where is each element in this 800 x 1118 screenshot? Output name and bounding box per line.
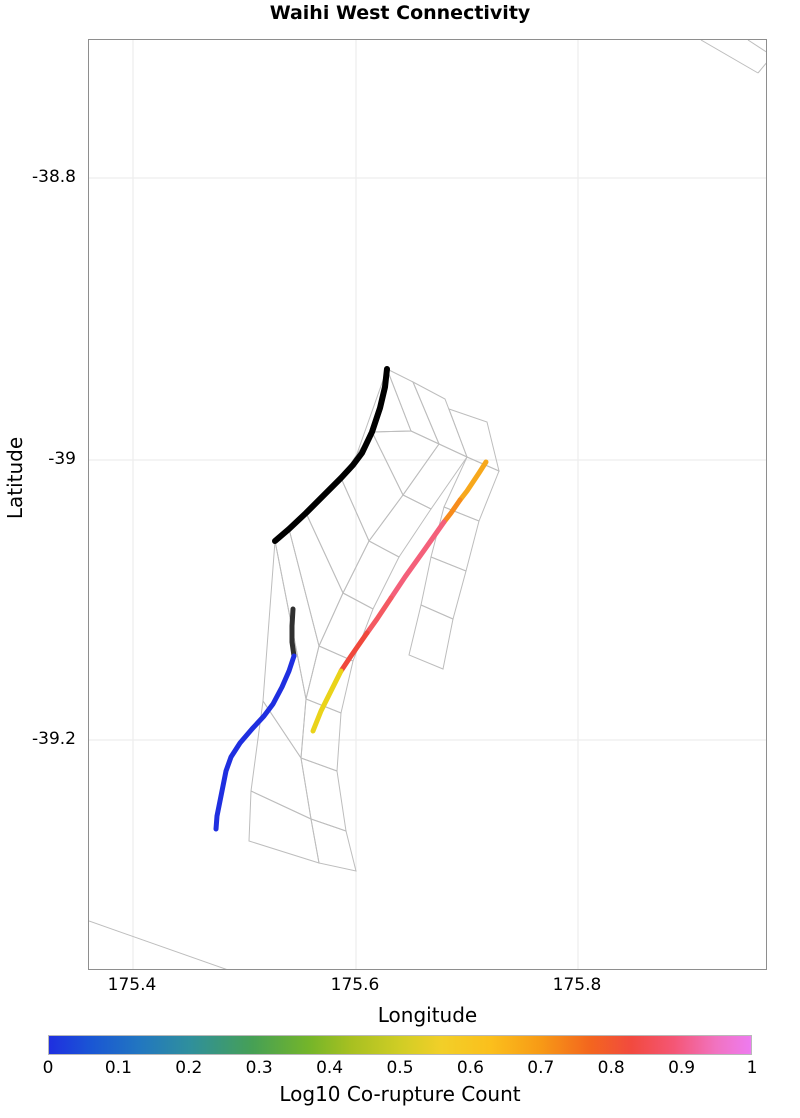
fault-section-polygon [340, 431, 404, 542]
colorbar-tick-3: 0.3 [245, 1058, 273, 1078]
colorbar-tick-0: 0 [42, 1058, 54, 1078]
colorbar-gradient [48, 1035, 752, 1055]
colorbar-tick-6: 0.6 [456, 1058, 484, 1078]
page-title: Waihi West Connectivity [269, 2, 531, 24]
colorbar-tick-5: 0.5 [386, 1058, 414, 1078]
x-tick-label-0: 175.4 [107, 975, 157, 995]
x-tick-label-2: 175.8 [552, 975, 602, 995]
colorbar-tick-10: 1 [746, 1058, 758, 1078]
background-fault-line [757, 62, 766, 74]
fault-section-polygon [274, 528, 320, 700]
corupture-trace-east-segment [388, 519, 447, 601]
fault-section-polygon [300, 757, 347, 832]
fault-section-polygon [368, 494, 432, 558]
fault-section-polygon [371, 430, 440, 496]
background-fault-lines [89, 40, 766, 969]
map-plot-svg [89, 40, 766, 969]
colorbar [48, 1035, 752, 1055]
fault-section-polygon [420, 556, 467, 620]
fault-section-polygons [248, 367, 500, 872]
corupture-trace-east-segment [338, 630, 370, 674]
corupture-trace-west-segment [213, 653, 297, 832]
background-fault-line [700, 40, 759, 74]
gridlines-group [89, 40, 766, 969]
background-fault-line [89, 920, 227, 969]
corupture-trace-east-segment [364, 595, 394, 636]
fault-section-polygon [448, 408, 500, 472]
colorbar-tick-2: 0.2 [175, 1058, 203, 1078]
fault-section-polygon [408, 604, 454, 670]
colorbar-tick-9: 0.9 [668, 1058, 696, 1078]
colorbar-tick-1: 0.1 [104, 1058, 132, 1078]
corupture-trace-west-segment [289, 606, 297, 659]
colorbar-tick-4: 0.4 [316, 1058, 344, 1078]
colorbar-label: Log10 Co-rupture Count [279, 1082, 521, 1106]
colorbar-tick-labels: 0 0.1 0.2 0.3 0.4 0.5 0.6 0.7 0.8 0.9 1 [43, 1058, 758, 1082]
fault-section-polygon [305, 477, 370, 595]
y-tick-label-2: -39.2 [32, 729, 76, 749]
source-fault-trace [272, 366, 390, 544]
x-tick-label-1: 175.6 [330, 975, 380, 995]
x-axis-label: Longitude [377, 1003, 478, 1027]
background-fault-line [747, 40, 766, 53]
y-axis-tick-labels: -38.8 -39 -39.2 [0, 39, 82, 970]
map-plot-axes [88, 39, 767, 970]
corupture-trace-east-segment [310, 668, 344, 734]
y-tick-label-1: -39 [48, 449, 76, 469]
fault-section-polygon [310, 818, 357, 872]
corupture-trace-east-segment [441, 497, 463, 525]
fault-section-polygon [305, 645, 354, 714]
fault-section-polygon [430, 506, 480, 572]
colorbar-tick-7: 0.7 [527, 1058, 555, 1078]
y-axis-label: Latitude [3, 436, 27, 520]
fault-section-polygon [386, 367, 440, 445]
fault-section-polygon [288, 512, 344, 648]
fault-section-polygon [248, 790, 320, 864]
fault-trace-series [213, 366, 489, 832]
y-tick-label-0: -38.8 [32, 167, 76, 187]
corupture-trace-east-segment [457, 459, 489, 503]
fault-section-polygon [262, 540, 307, 760]
x-axis-tick-labels: 175.4 175.6 175.8 [88, 975, 767, 1001]
colorbar-tick-8: 0.8 [597, 1058, 625, 1078]
fault-section-polygon [411, 380, 468, 458]
